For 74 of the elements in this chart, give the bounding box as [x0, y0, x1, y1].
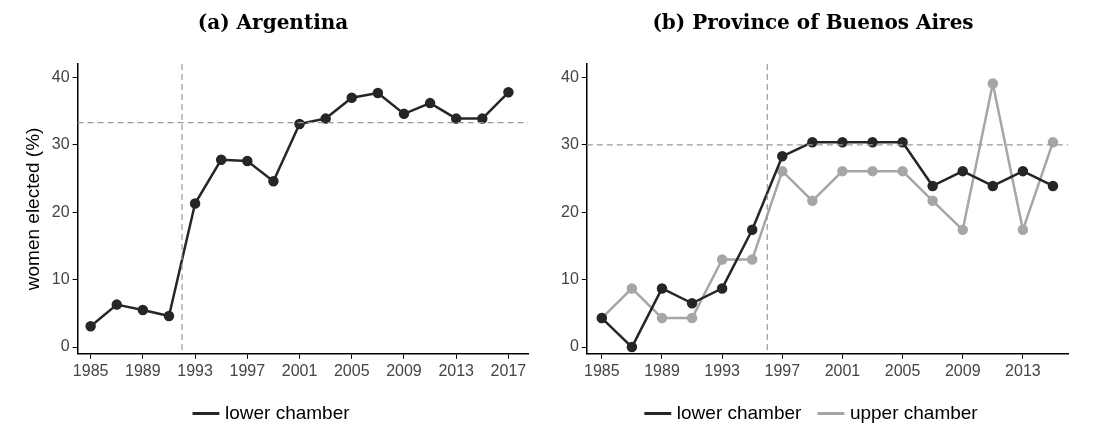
- x-tick-label: 1985: [72, 361, 109, 379]
- point: [957, 224, 968, 236]
- point: [346, 92, 358, 103]
- point: [807, 195, 818, 207]
- point: [987, 78, 999, 89]
- x-tick-label: 2001: [824, 361, 861, 379]
- point: [897, 165, 908, 177]
- x-tick-label: 2005: [333, 361, 370, 379]
- point: [626, 283, 638, 294]
- point: [215, 154, 227, 165]
- x-tick-label: 1997: [229, 361, 266, 379]
- point: [137, 304, 149, 316]
- point: [927, 195, 938, 207]
- point: [85, 320, 96, 332]
- point: [111, 299, 123, 310]
- x-tick-label: 2001: [281, 361, 318, 379]
- point: [503, 87, 514, 98]
- y-tick-label: 10: [561, 270, 579, 288]
- point: [837, 165, 848, 177]
- point: [656, 312, 668, 324]
- x-tick-label: 1989: [125, 361, 161, 379]
- point: [686, 298, 698, 309]
- point: [1017, 165, 1029, 177]
- legend-label: lower chamber: [676, 401, 803, 423]
- point: [477, 113, 488, 124]
- point: [1047, 180, 1059, 192]
- legend-label: upper chamber: [849, 401, 979, 423]
- x-tick-label: 2013: [1005, 361, 1041, 379]
- x-tick-label: 2013: [438, 361, 475, 379]
- y-tick-label: 20: [51, 202, 70, 220]
- point: [242, 155, 253, 167]
- y-tick-label: 0: [60, 337, 70, 355]
- chart-title: (b) Province of Buenos Aires: [652, 10, 974, 35]
- x-tick-label: 2005: [884, 361, 921, 379]
- point: [716, 254, 728, 265]
- point: [746, 254, 758, 265]
- point: [398, 108, 410, 120]
- point: [450, 113, 462, 124]
- x-tick-label: 1993: [704, 361, 741, 379]
- point: [189, 198, 201, 209]
- point: [372, 87, 384, 99]
- point: [626, 341, 638, 353]
- point: [777, 151, 788, 162]
- x-tick-label: 1985: [584, 361, 620, 379]
- point: [268, 176, 279, 187]
- chart-title: (a) Argentina: [197, 10, 349, 35]
- y-tick-label: 30: [561, 135, 579, 153]
- y-tick-label: 40: [51, 67, 70, 85]
- point: [746, 224, 758, 236]
- x-tick-label: 1989: [644, 361, 680, 379]
- y-tick-label: 0: [569, 337, 579, 355]
- x-tick-label: 2009: [944, 361, 981, 379]
- point: [163, 310, 175, 322]
- point: [716, 283, 728, 294]
- point: [867, 165, 878, 177]
- point: [656, 283, 668, 294]
- y-tick-label: 30: [51, 135, 70, 153]
- y-tick-label: 40: [561, 67, 579, 85]
- point: [320, 113, 331, 124]
- point: [686, 312, 698, 324]
- point: [424, 97, 436, 109]
- y-tick-label: 20: [561, 202, 579, 220]
- point: [957, 165, 968, 177]
- legend-label: lower chamber: [224, 401, 351, 423]
- y-axis-title: women elected (%): [21, 127, 43, 292]
- x-tick-label: 1997: [764, 361, 801, 379]
- point: [1017, 224, 1029, 236]
- point: [777, 165, 788, 177]
- x-tick-label: 1993: [177, 361, 213, 379]
- x-tick-label: 2017: [490, 361, 527, 379]
- x-tick-label: 2009: [386, 361, 422, 379]
- point: [927, 180, 938, 192]
- point: [987, 180, 999, 192]
- y-tick-label: 10: [51, 270, 70, 288]
